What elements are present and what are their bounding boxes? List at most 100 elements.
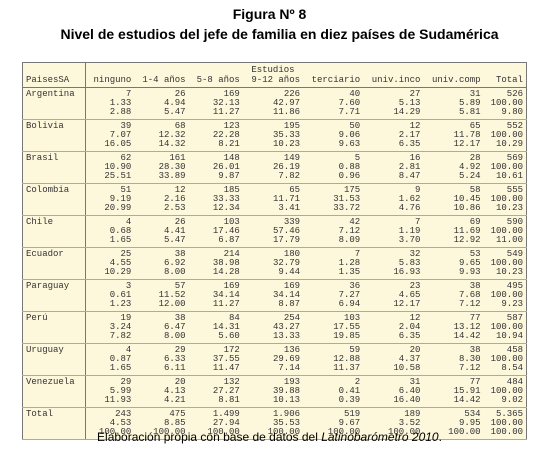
cell-value: 10.29	[104, 267, 132, 277]
cell-value: 65	[289, 185, 301, 195]
cell: 339 57.46 17.79	[242, 215, 304, 248]
cell-value: 8.81	[218, 395, 240, 405]
cell-value: 38	[174, 249, 186, 259]
cell-value: 8.85	[163, 418, 186, 428]
cell: 175 31.53 33.72	[303, 183, 364, 216]
cell: 161 28.30 33.89	[134, 151, 189, 184]
cell-value: 12.92	[453, 235, 481, 245]
cell-value: 4	[125, 345, 132, 355]
cell-value: 17.55	[333, 322, 361, 332]
cell: 587 100.00 10.94	[483, 311, 527, 344]
column-label: univ.comp	[431, 75, 481, 85]
cell: 519 9.67 100.00	[303, 407, 364, 440]
cell: 495 100.00 9.23	[483, 279, 527, 312]
cell-value: 9.95	[458, 418, 481, 428]
cell-value: 534	[464, 409, 481, 419]
cell-value: 254	[283, 313, 301, 323]
cell-value: 149	[283, 153, 301, 163]
cell-value: 0.96	[338, 171, 361, 181]
cell-value: 4.55	[109, 258, 132, 268]
cell-value: 5.99	[109, 386, 132, 396]
cell-value: 1.499	[212, 409, 240, 419]
cell: 27 5.13 14.29	[363, 87, 424, 120]
cell-value: 68	[174, 121, 186, 131]
cell-value: 38	[174, 313, 186, 323]
cell: 19 3.24 7.82	[85, 311, 135, 344]
cell-value: 6.87	[218, 235, 240, 245]
cell-value: 161	[169, 153, 186, 163]
cell: 185 33.33 12.34	[188, 183, 243, 216]
cell-value: 2.81	[398, 162, 421, 172]
cell-value: 12.32	[158, 130, 186, 140]
cell-value: 100.00	[490, 258, 523, 268]
cell-value: 33.33	[212, 194, 240, 204]
cell-value: 3.70	[398, 235, 421, 245]
cell-value: 4.94	[163, 98, 186, 108]
cell: 193 39.88 10.13	[242, 375, 304, 408]
cell-value: 100.00	[490, 290, 523, 300]
cell: 214 38.98 14.28	[188, 247, 243, 280]
cell-value: 495	[506, 281, 523, 291]
cell-value: 123	[223, 121, 240, 131]
cell-value: 0.88	[338, 162, 361, 172]
cell-value: 8.87	[278, 299, 301, 309]
cell-value: 10.23	[495, 267, 523, 277]
cell: 38 7.68 7.12	[423, 279, 484, 312]
cell: 569 100.00 10.61	[483, 151, 527, 184]
cell-value: 1.19	[398, 226, 421, 236]
cell-value: 100.00	[98, 427, 132, 437]
cell: 4 0.68 1.65	[85, 215, 135, 248]
cell-value: 1.28	[338, 258, 361, 268]
cell-value: 32.13	[212, 98, 240, 108]
cell-value: 31.53	[333, 194, 361, 204]
cell-value: 40	[349, 89, 361, 99]
cell: 9 1.62 4.76	[363, 183, 424, 216]
cell-value: 587	[506, 313, 523, 323]
cell-value: 10.29	[495, 139, 523, 149]
cell: 28 4.92 5.24	[423, 151, 484, 184]
cell-value: 590	[506, 217, 523, 227]
cell-value: 6.94	[338, 299, 361, 309]
cell-value: 11.37	[333, 363, 361, 373]
cell-value: 8.54	[501, 363, 523, 373]
column-label: 9-12 años	[251, 75, 301, 85]
cell-value: 62	[120, 153, 132, 163]
cell-value: 26.19	[273, 162, 301, 172]
cell: 29 6.33 6.11	[134, 343, 189, 376]
cell-value: 6.35	[398, 139, 421, 149]
table-row: Venezuela 29 5.99 11.93 20 4.13 4.21 132 27.27 8.…	[22, 375, 527, 408]
cell-value: 103	[223, 217, 240, 227]
table-row: Perú 19 3.24 7.82 38 6.47 8.00 84 14.31 5.60 254 43…	[22, 311, 527, 344]
cell: 590 100.00 11.00	[483, 215, 527, 248]
cell-value: 0.87	[109, 354, 132, 364]
cell-value: 38	[469, 281, 481, 291]
cell-value: 12	[409, 121, 421, 131]
cell: 169 34.14 11.27	[188, 279, 243, 312]
cell: 484 100.00 9.02	[483, 375, 527, 408]
cell-value: 14.32	[158, 139, 186, 149]
cell-value: 65	[469, 121, 481, 131]
cell: 136 29.69 7.14	[242, 343, 304, 376]
cell: 39 7.07 16.05	[85, 119, 135, 152]
cell-value: 13.12	[453, 322, 481, 332]
cell-value: 2	[354, 377, 361, 387]
cell-value: 35.33	[273, 130, 301, 140]
cell: 180 32.79 9.44	[242, 247, 304, 280]
cell-value: 5.60	[218, 331, 240, 341]
cell-value: 19	[120, 313, 132, 323]
cell-value: 11.93	[104, 395, 132, 405]
cell-value: 7.27	[338, 290, 361, 300]
cell: 84 14.31 5.60	[188, 311, 243, 344]
country: Uruguay	[22, 343, 86, 376]
cell: 20 4.13 4.21	[134, 375, 189, 408]
column-header: ninguno	[85, 62, 135, 88]
cell-value: 16.40	[393, 395, 421, 405]
cell: 1.906 35.53 100.00	[242, 407, 304, 440]
cell: 12 2.16 2.53	[134, 183, 189, 216]
cell-value: 9.02	[501, 395, 523, 405]
cell-value: 100.00	[448, 427, 481, 437]
caption-text: Elaboración propia con base de datos del	[97, 430, 322, 444]
cell-value: 28	[469, 153, 481, 163]
cell-value: 1.65	[109, 363, 132, 373]
cell: 51 9.19 20.99	[85, 183, 135, 216]
